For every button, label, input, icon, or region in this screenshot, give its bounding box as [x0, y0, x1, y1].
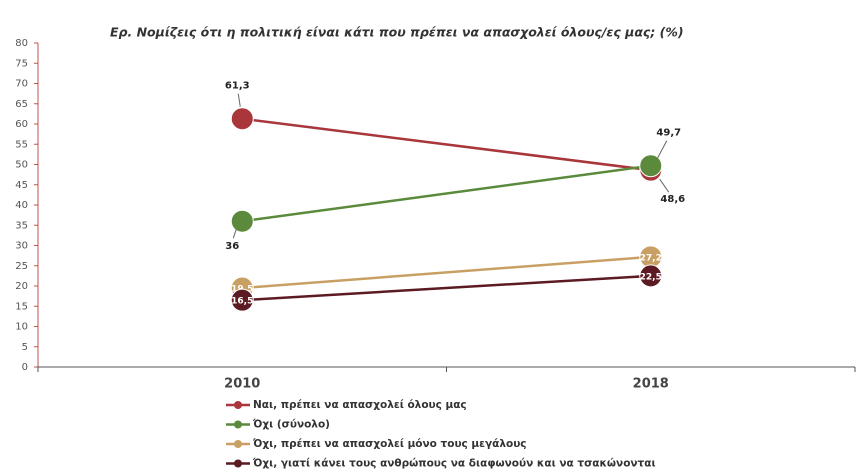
leader-line [657, 140, 668, 158]
legend-label: Όχι, γιατί κάνει τους ανθρώπους να διαφω… [252, 458, 656, 470]
y-tick-label: 40 [15, 200, 28, 211]
y-tick-label: 25 [15, 261, 28, 272]
x-tick-label: 2010 [224, 377, 260, 392]
y-tick-label: 45 [15, 180, 28, 191]
value-label: 49,7 [656, 128, 681, 139]
y-tick-label: 0 [22, 362, 28, 373]
y-tick-label: 80 [15, 38, 28, 49]
y-tick-label: 15 [15, 301, 28, 312]
legend-marker [234, 459, 242, 468]
y-tick-label: 55 [15, 139, 28, 150]
legend-marker [234, 401, 242, 409]
series-line [242, 255, 651, 290]
y-tick-label: 50 [15, 160, 28, 171]
legend-label: Όχι, πρέπει να απασχολεί μόνο τους μεγάλ… [252, 438, 527, 450]
leader-line [659, 178, 670, 193]
value-label: 22,5 [640, 272, 662, 282]
marker [230, 107, 254, 131]
value-label: 16,5 [231, 297, 253, 307]
y-tick-label: 5 [22, 342, 28, 353]
y-tick-label: 65 [15, 99, 28, 110]
marker [639, 264, 663, 288]
y-tick-label: 75 [15, 58, 28, 69]
y-tick-label: 35 [15, 220, 28, 231]
value-label: 61,3 [225, 81, 250, 92]
series-line [242, 274, 651, 302]
marker [230, 288, 254, 312]
legend-marker [234, 420, 242, 429]
value-label: 48,6 [660, 194, 685, 205]
marker [230, 209, 254, 233]
y-tick-label: 60 [15, 119, 28, 130]
leader-line [237, 93, 241, 107]
y-tick-label: 30 [15, 241, 28, 252]
y-tick-label: 20 [15, 281, 28, 292]
marker [639, 154, 663, 178]
legend-label: Ναι, πρέπει να απασχολεί όλους μας [253, 399, 467, 411]
legend-marker [234, 440, 242, 448]
legend-label: Όχι (σύνολο) [252, 419, 330, 431]
value-label: 36 [225, 241, 239, 252]
y-tick-label: 10 [15, 322, 28, 333]
series-line [242, 164, 651, 223]
x-tick-label: 2018 [633, 377, 669, 392]
value-label: 27,2 [640, 253, 662, 263]
chart-title: Ερ. Νομίζεις ότι η πολιτική είναι κάτι π… [110, 25, 684, 40]
y-tick-label: 70 [15, 79, 28, 90]
leader-line [232, 229, 237, 239]
series-line [242, 117, 651, 172]
